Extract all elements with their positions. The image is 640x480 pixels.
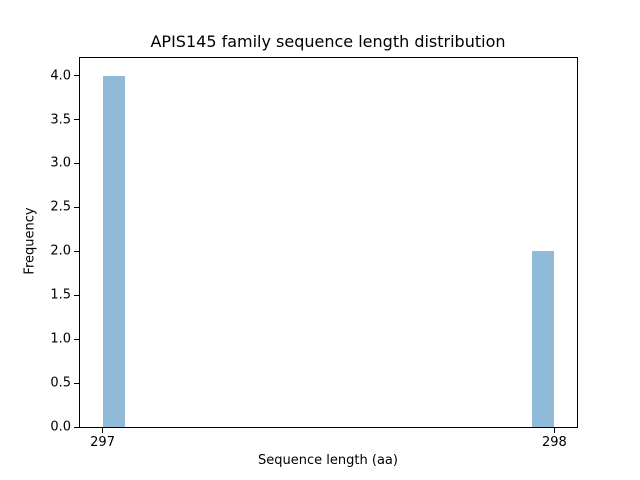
y-tick-mark — [74, 338, 79, 340]
x-tick-mark — [102, 428, 104, 433]
plot-area: 0.0 0.5 1.0 1.5 2.0 2.5 3.0 3.5 4.0 297 298 — [50, 57, 578, 450]
y-tick-mark — [74, 162, 79, 164]
y-tick-label: 2.0 — [50, 243, 71, 259]
y-tick-mark — [74, 119, 79, 120]
y-tick-mark — [74, 250, 79, 252]
y-tick-label: 1.5 — [50, 287, 71, 303]
x-tick-label: 297 — [90, 435, 115, 450]
y-tick-mark — [74, 382, 79, 384]
y-tick-mark — [74, 75, 79, 77]
y-tick-mark — [74, 206, 79, 208]
histogram-bar — [531, 251, 555, 427]
y-axis-label: Frequency — [22, 207, 38, 275]
chart-title: APIS145 family sequence length distribut… — [150, 32, 506, 51]
x-axis-label: Sequence length (aa) — [258, 453, 398, 468]
y-tick-label: 2.5 — [50, 199, 71, 215]
y-tick-label: 1.0 — [50, 331, 71, 347]
y-tick-mark — [74, 294, 79, 296]
y-tick-label: 4.0 — [50, 68, 71, 84]
y-tick-label: 3.5 — [50, 112, 71, 127]
x-tick-label: 298 — [541, 435, 567, 450]
y-tick-label: 0.5 — [50, 375, 71, 391]
y-tick-label: 3.0 — [50, 155, 71, 171]
y-tick-label: 0.0 — [50, 419, 71, 435]
y-tick-mark — [74, 426, 79, 428]
x-tick-mark — [553, 428, 555, 433]
histogram-bar — [102, 75, 126, 427]
